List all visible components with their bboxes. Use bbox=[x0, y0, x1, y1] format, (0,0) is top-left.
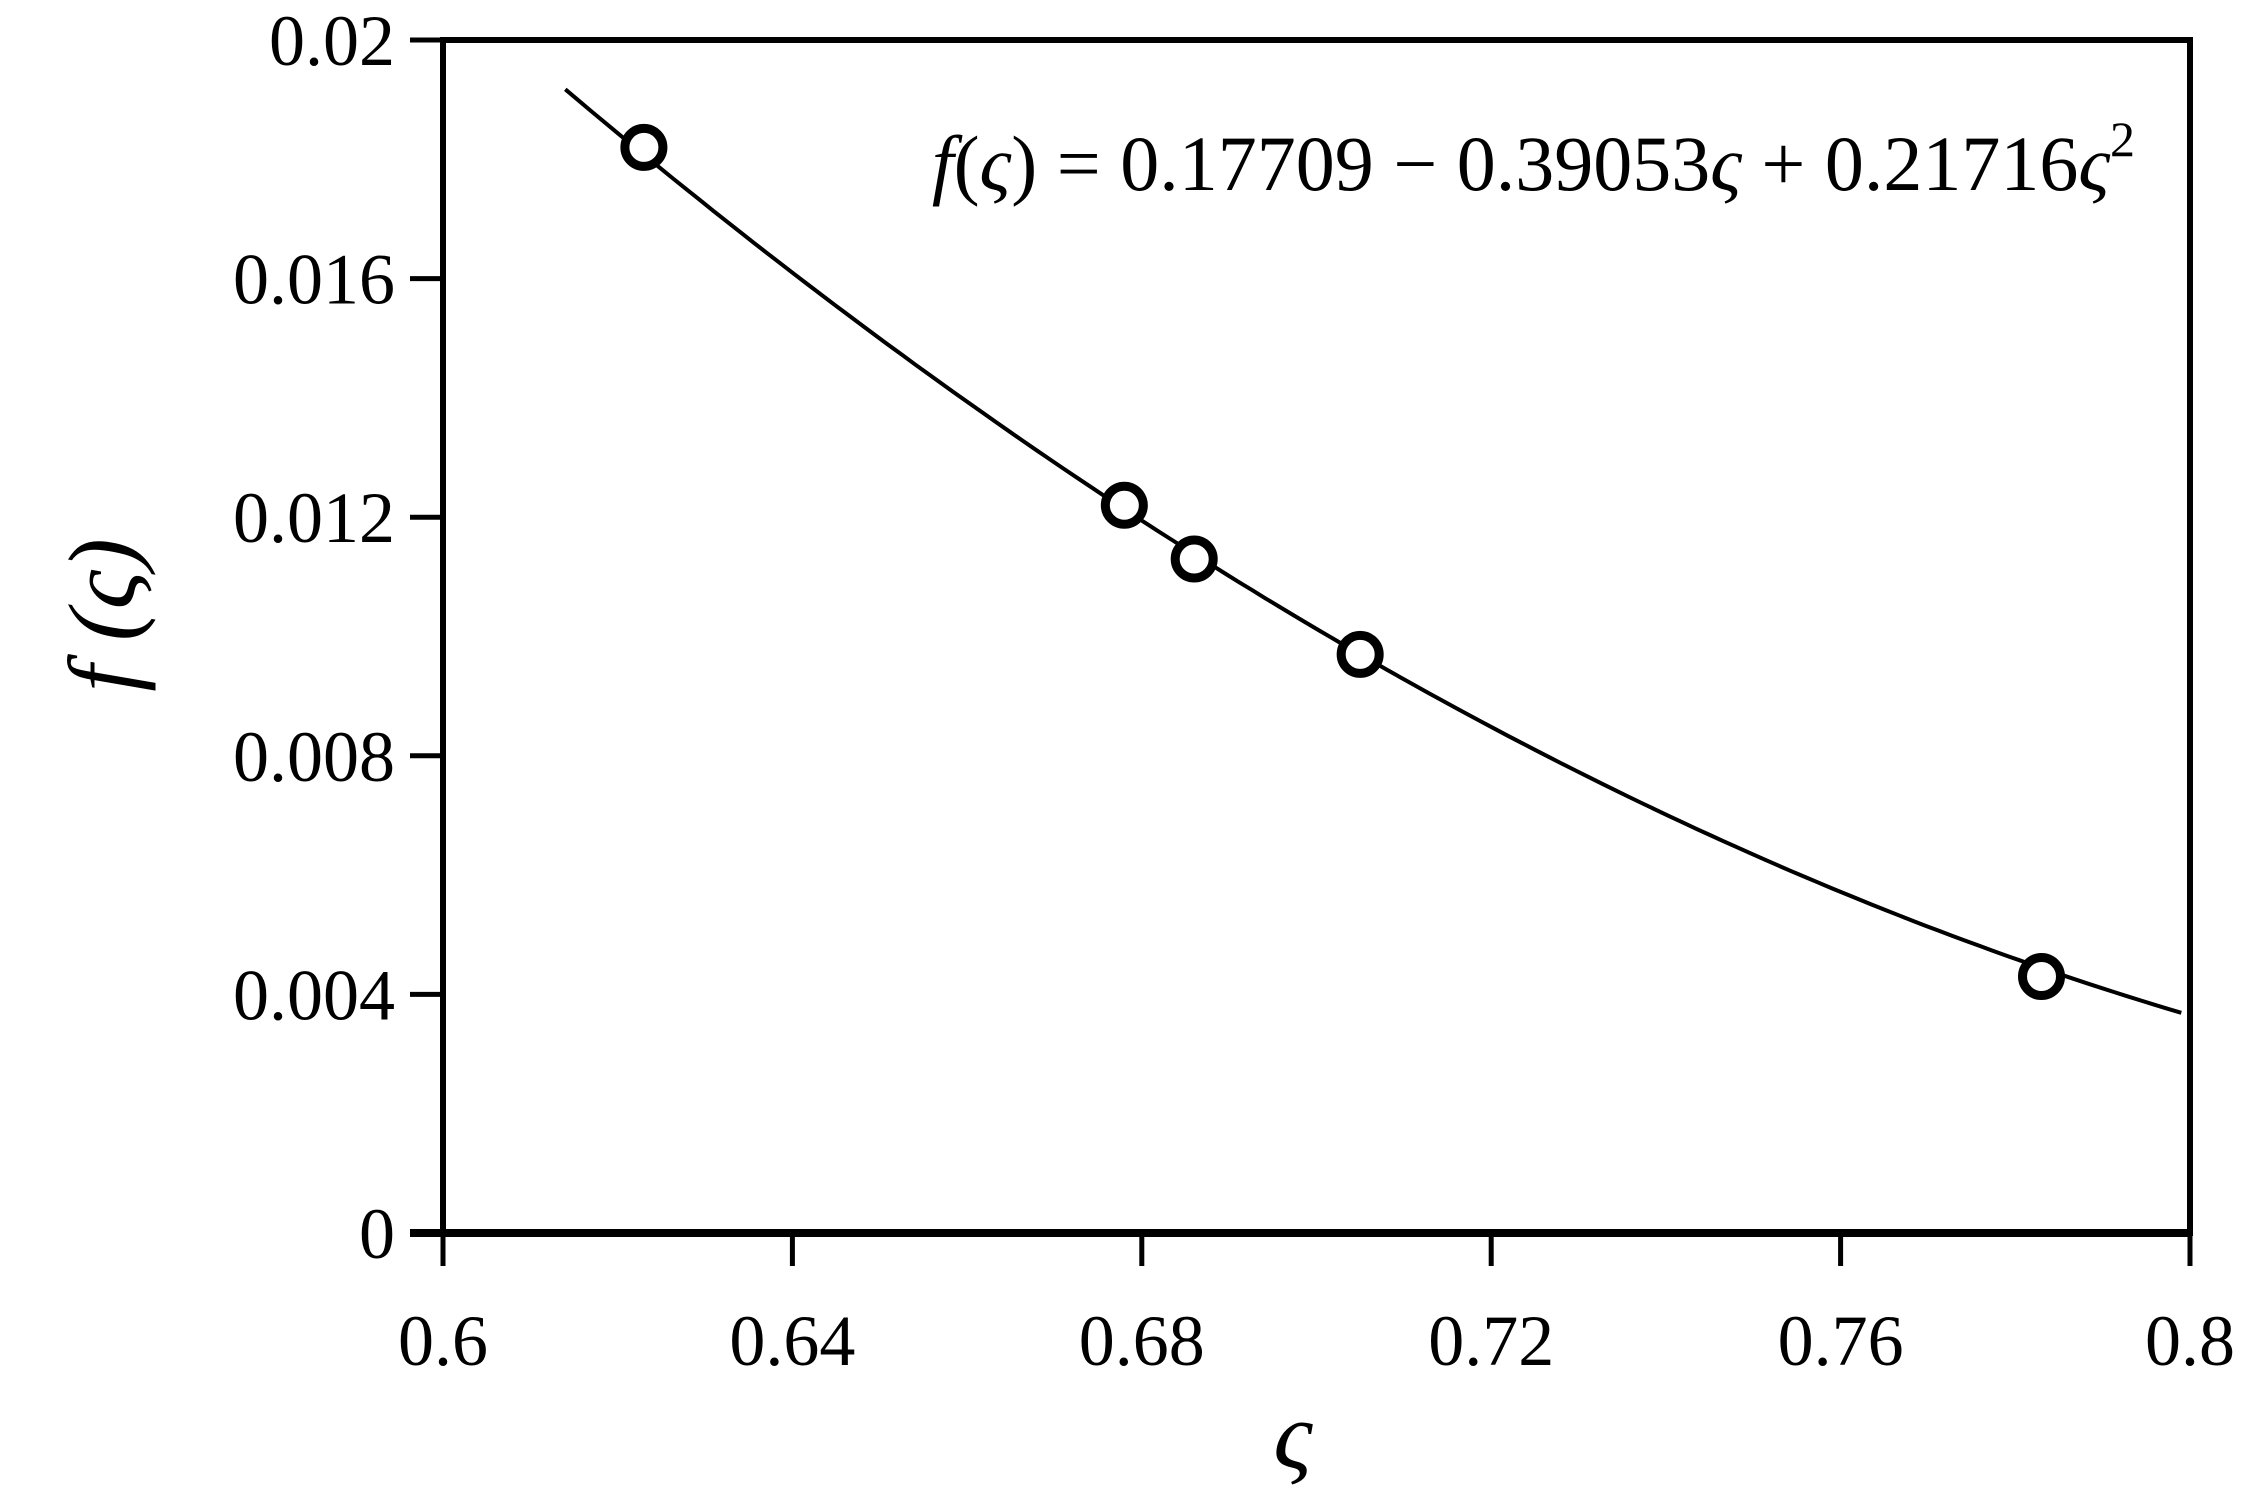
equation-exponent: 2 bbox=[2110, 111, 2135, 167]
data-point bbox=[1100, 481, 1148, 529]
data-points bbox=[620, 123, 2066, 1001]
equation-plus: + bbox=[1742, 120, 1825, 207]
y-tick-label: 0 bbox=[359, 1194, 395, 1274]
x-tick-label: 0.76 bbox=[1778, 1301, 1904, 1381]
data-point bbox=[1336, 630, 1384, 678]
y-ticks: 0 0.004 0.008 0.012 0.016 0.02 bbox=[233, 1, 443, 1274]
x-tick-label: 0.68 bbox=[1079, 1301, 1205, 1381]
equation-const: 0.17709 bbox=[1120, 120, 1374, 207]
equation-equals: = bbox=[1037, 120, 1120, 207]
fit-equation: f(ς) = 0.17709 − 0.39053ς + 0.21716ς2 bbox=[932, 111, 2135, 207]
y-tick-label: 0.004 bbox=[233, 955, 395, 1035]
equation-lhs-open: ( bbox=[954, 120, 980, 207]
data-point bbox=[1170, 535, 1218, 583]
x-axis-title: ς bbox=[1274, 1382, 1314, 1489]
data-point bbox=[2018, 953, 2066, 1001]
fit-curve bbox=[564, 87, 2182, 1015]
equation-var2: ς bbox=[2078, 120, 2110, 207]
x-tick-label: 0.8 bbox=[2145, 1301, 2235, 1381]
plot-area-frame bbox=[440, 37, 2193, 1236]
y-tick-label: 0.016 bbox=[233, 240, 395, 320]
x-ticks: 0.6 0.64 0.68 0.72 0.76 0.8 bbox=[398, 1233, 2235, 1381]
x-tick-label: 0.64 bbox=[729, 1301, 855, 1381]
y-tick-label: 0.02 bbox=[269, 1, 395, 81]
y-tick-label: 0.008 bbox=[233, 717, 395, 797]
y-axis-title: f (ς) bbox=[49, 538, 156, 692]
data-point bbox=[620, 123, 668, 171]
equation-var1: ς bbox=[1710, 120, 1742, 207]
x-tick-label: 0.6 bbox=[398, 1301, 488, 1381]
equation-linear-coef: 0.39053 bbox=[1457, 120, 1711, 207]
y-tick-label: 0.012 bbox=[233, 478, 395, 558]
equation-minus: − bbox=[1374, 120, 1457, 207]
equation-quad-coef: 0.21716 bbox=[1825, 120, 2079, 207]
equation-lhs-close: ) bbox=[1011, 120, 1037, 207]
x-tick-label: 0.72 bbox=[1428, 1301, 1554, 1381]
equation-lhs-var: ς bbox=[980, 120, 1012, 207]
